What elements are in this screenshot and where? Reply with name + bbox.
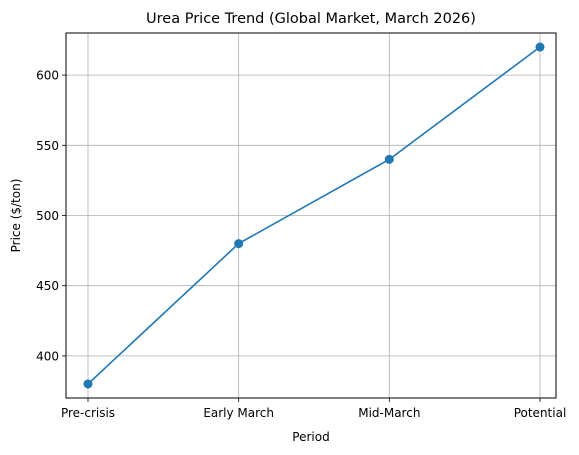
y-tick-label: 550 bbox=[36, 139, 59, 153]
x-tick-label: Early March bbox=[203, 406, 274, 420]
x-tick-label: Potential bbox=[514, 406, 567, 420]
y-tick-label: 400 bbox=[36, 349, 59, 363]
series-line bbox=[87, 46, 541, 385]
chart-title: Urea Price Trend (Global Market, March 2… bbox=[146, 11, 476, 27]
data-point bbox=[535, 42, 545, 52]
data-point bbox=[83, 379, 93, 389]
data-point bbox=[384, 154, 394, 164]
x-axis-title: Period bbox=[292, 430, 329, 444]
series-layer bbox=[83, 42, 545, 389]
data-point bbox=[234, 239, 244, 249]
grid-lines bbox=[66, 33, 556, 398]
x-tick-label: Pre-crisis bbox=[61, 406, 115, 420]
y-tick-label: 600 bbox=[36, 69, 59, 83]
y-tick-label: 500 bbox=[36, 209, 59, 223]
y-axis-title: Price ($/ton) bbox=[9, 179, 23, 253]
y-tick-label: 450 bbox=[36, 279, 59, 293]
x-tick-label: Mid-March bbox=[358, 406, 420, 420]
axis-ticks: Pre-crisis Early March Mid-March Potential 4… bbox=[36, 69, 566, 420]
